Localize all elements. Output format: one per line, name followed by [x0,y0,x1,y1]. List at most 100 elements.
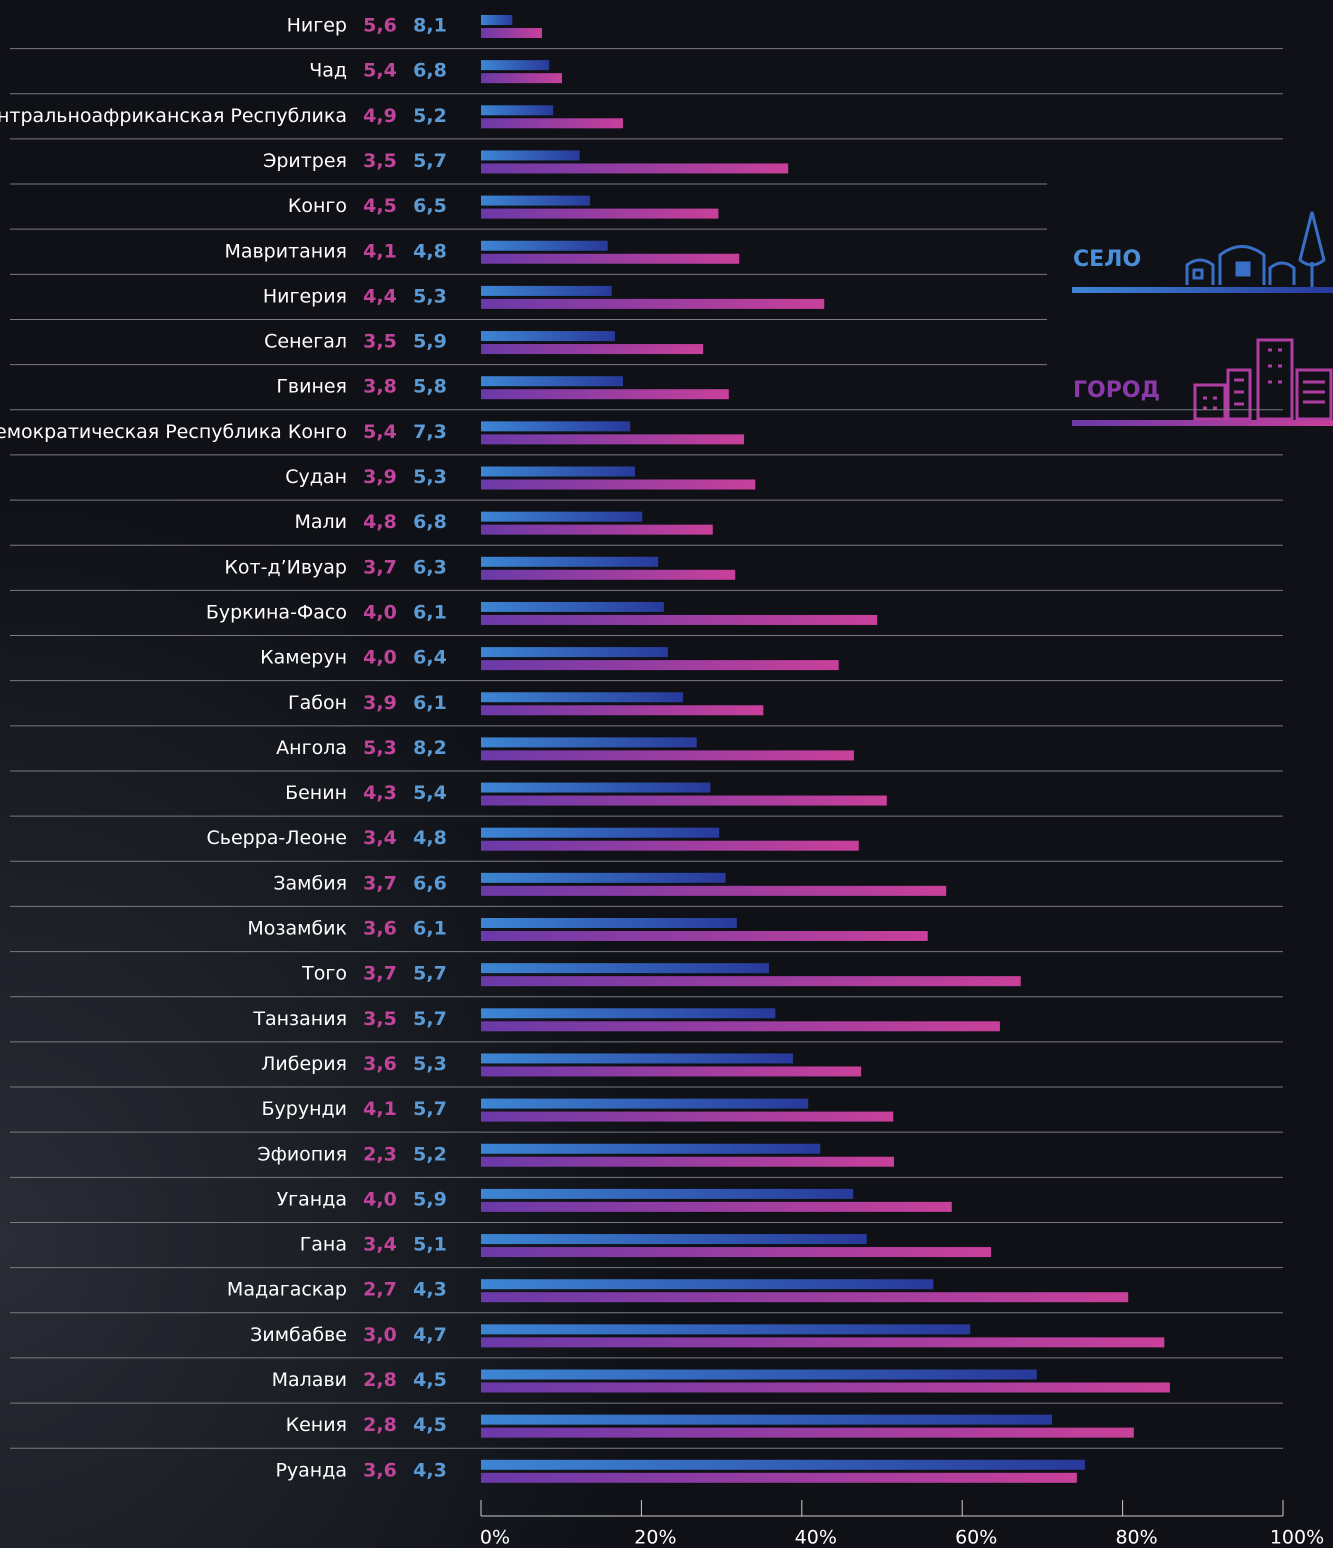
bar [481,524,713,535]
value-2: 8,2 [413,737,447,759]
bar [481,1234,867,1245]
value-2: 4,8 [413,240,447,262]
value-2: 4,3 [413,1279,447,1301]
country-label: Центральноафриканская Республика [0,105,347,127]
bar [481,195,591,206]
value-1: 3,7 [363,963,397,985]
country-label: Буркина-Фасо [206,601,347,623]
value-2: 6,8 [413,60,447,82]
bar [481,1021,1000,1032]
bar [481,1292,1129,1303]
village-icon [1185,211,1326,287]
x-tick-label: 0% [480,1527,510,1548]
country-label: Эфиопия [257,1143,347,1165]
bar [481,601,664,612]
legend: СЕЛО ГОРОД [1072,211,1333,426]
bar [481,614,878,625]
country-label: Уганда [277,1188,347,1210]
bar [481,1156,895,1167]
value-2: 5,9 [413,331,447,353]
country-label: Камерун [260,647,347,669]
x-tick-label: 40% [795,1527,837,1548]
value-2: 6,1 [413,692,447,714]
value-2: 6,1 [413,601,447,623]
x-tick-label: 100% [1270,1527,1324,1548]
value-2: 5,4 [413,782,447,804]
country-label: Бенин [285,782,347,804]
bar [481,1472,1077,1483]
bar [481,105,554,116]
legend-label: СЕЛО [1073,247,1141,272]
value-1: 3,5 [363,1008,397,1030]
bar [481,750,854,761]
country-label: Бурунди [262,1098,348,1120]
bar [481,1427,1134,1438]
bar [481,1008,776,1019]
value-1: 3,4 [363,1234,397,1256]
country-label: Либерия [261,1053,347,1075]
country-label: Нигер [287,15,347,37]
value-1: 2,3 [363,1143,397,1165]
bar [481,466,635,477]
bar [481,331,615,342]
value-1: 3,5 [363,150,397,172]
value-2: 5,7 [413,963,447,985]
value-1: 3,6 [363,1459,397,1481]
bar [481,1053,793,1064]
country-label: Замбия [273,872,347,894]
bar [481,963,769,974]
country-label: Мавритания [224,240,347,262]
value-1: 3,8 [363,376,397,398]
bar [481,479,756,490]
bar [481,298,825,309]
value-1: 3,9 [363,466,397,488]
bar [481,976,1021,987]
country-label: Руанда [275,1459,347,1481]
bar [481,28,542,38]
country-label: Чад [309,60,347,82]
legend-line [1072,420,1333,426]
bar [481,918,737,928]
bar [481,647,668,658]
value-1: 3,0 [363,1324,397,1346]
value-2: 4,7 [413,1324,447,1346]
bar [481,556,659,567]
value-1: 2,7 [363,1279,397,1301]
value-2: 7,3 [413,421,447,443]
country-label: Гана [300,1234,347,1256]
bar [481,1369,1037,1380]
value-1: 4,0 [363,1188,397,1210]
value-1: 2,8 [363,1414,397,1436]
country-label: Зимбабве [250,1324,347,1346]
bar [481,1201,952,1212]
value-1: 3,7 [363,556,397,578]
value-1: 4,0 [363,601,397,623]
country-label: Мозамбик [247,918,347,940]
x-tick-label: 60% [955,1527,997,1548]
value-2: 6,8 [413,511,447,533]
value-2: 6,4 [413,647,447,669]
value-1: 4,4 [363,285,397,307]
bar [481,840,859,851]
value-1: 3,6 [363,1053,397,1075]
value-1: 3,5 [363,331,397,353]
value-1: 4,0 [363,647,397,669]
bar [481,118,623,129]
country-label: Сенегал [264,331,347,353]
bar [481,344,704,355]
value-2: 6,6 [413,872,447,894]
bar [481,1098,809,1109]
bar [481,1143,821,1154]
value-2: 5,7 [413,1098,447,1120]
value-2: 5,9 [413,1188,447,1210]
bar [481,1247,992,1258]
value-1: 5,4 [363,421,397,443]
country-label: Эритрея [263,150,347,172]
bar [481,253,740,264]
country-label: Кот-д’Ивуар [224,556,347,578]
country-label: Судан [285,466,347,488]
bar [481,240,608,251]
bar [481,1111,894,1122]
